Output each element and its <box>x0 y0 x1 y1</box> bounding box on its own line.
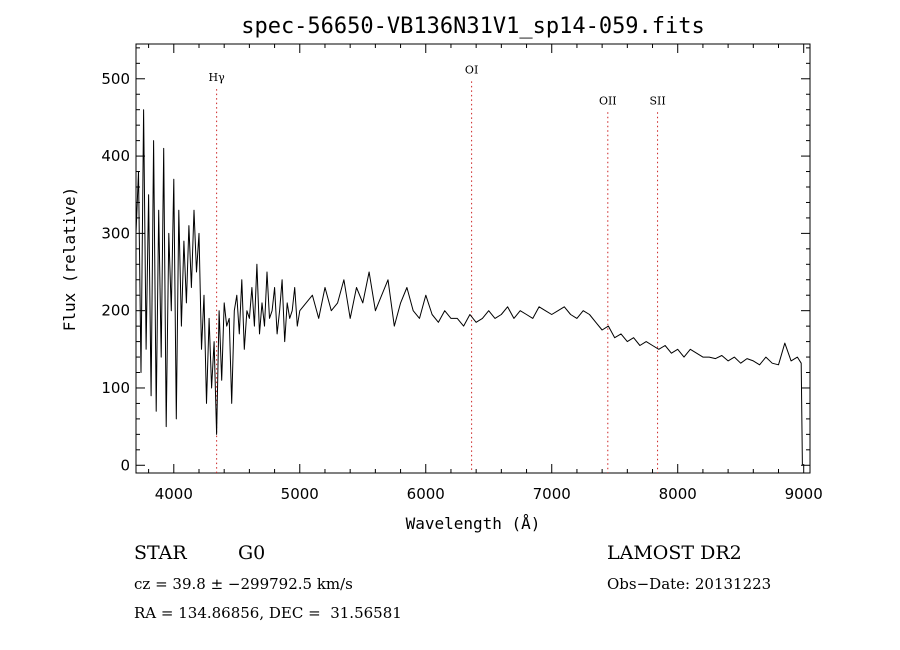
coordinates-readout: RA = 134.86856, DEC = 31.56581 <box>134 604 402 622</box>
x-axis: 4000 5000 6000 7000 8000 9000 <box>148 44 823 503</box>
y-tick-label: 300 <box>101 224 130 242</box>
x-tick-label: 4000 <box>155 485 193 503</box>
survey-label: LAMOST DR2 <box>607 542 742 564</box>
y-tick-label: 200 <box>101 302 130 320</box>
y-axis-label: Flux (relative) <box>60 187 79 332</box>
chart-title: spec-56650-VB136N31V1_sp14-059.fits <box>241 14 705 39</box>
line-marker-label: Hγ <box>209 71 226 84</box>
y-tick-label: 100 <box>101 379 130 397</box>
spectrum-line <box>135 109 803 466</box>
redshift-readout: cz = 39.8 ± −299792.5 km/s <box>134 575 353 593</box>
y-tick-label: 500 <box>101 70 130 88</box>
x-tick-label: 6000 <box>407 485 445 503</box>
y-tick-label: 0 <box>120 456 130 474</box>
line-marker-label: OII <box>599 94 617 107</box>
object-class: STAR <box>134 542 187 564</box>
y-axis: 0 100 200 300 400 500 <box>101 47 810 474</box>
y-tick-label: 400 <box>101 147 130 165</box>
observation-date: Obs−Date: 20131223 <box>607 575 772 593</box>
line-marker-label: SII <box>649 94 665 107</box>
spectral-line-markers: Hγ OI OII SII <box>209 63 666 473</box>
object-subclass: G0 <box>238 542 266 564</box>
line-marker-label: OI <box>465 63 478 76</box>
series-layer <box>135 109 803 466</box>
x-tick-label: 7000 <box>533 485 571 503</box>
x-tick-label: 8000 <box>659 485 697 503</box>
plot-frame <box>135 43 811 474</box>
x-tick-label: 9000 <box>785 485 823 503</box>
x-tick-label: 5000 <box>281 485 319 503</box>
x-axis-label: Wavelength (Å) <box>406 514 541 533</box>
